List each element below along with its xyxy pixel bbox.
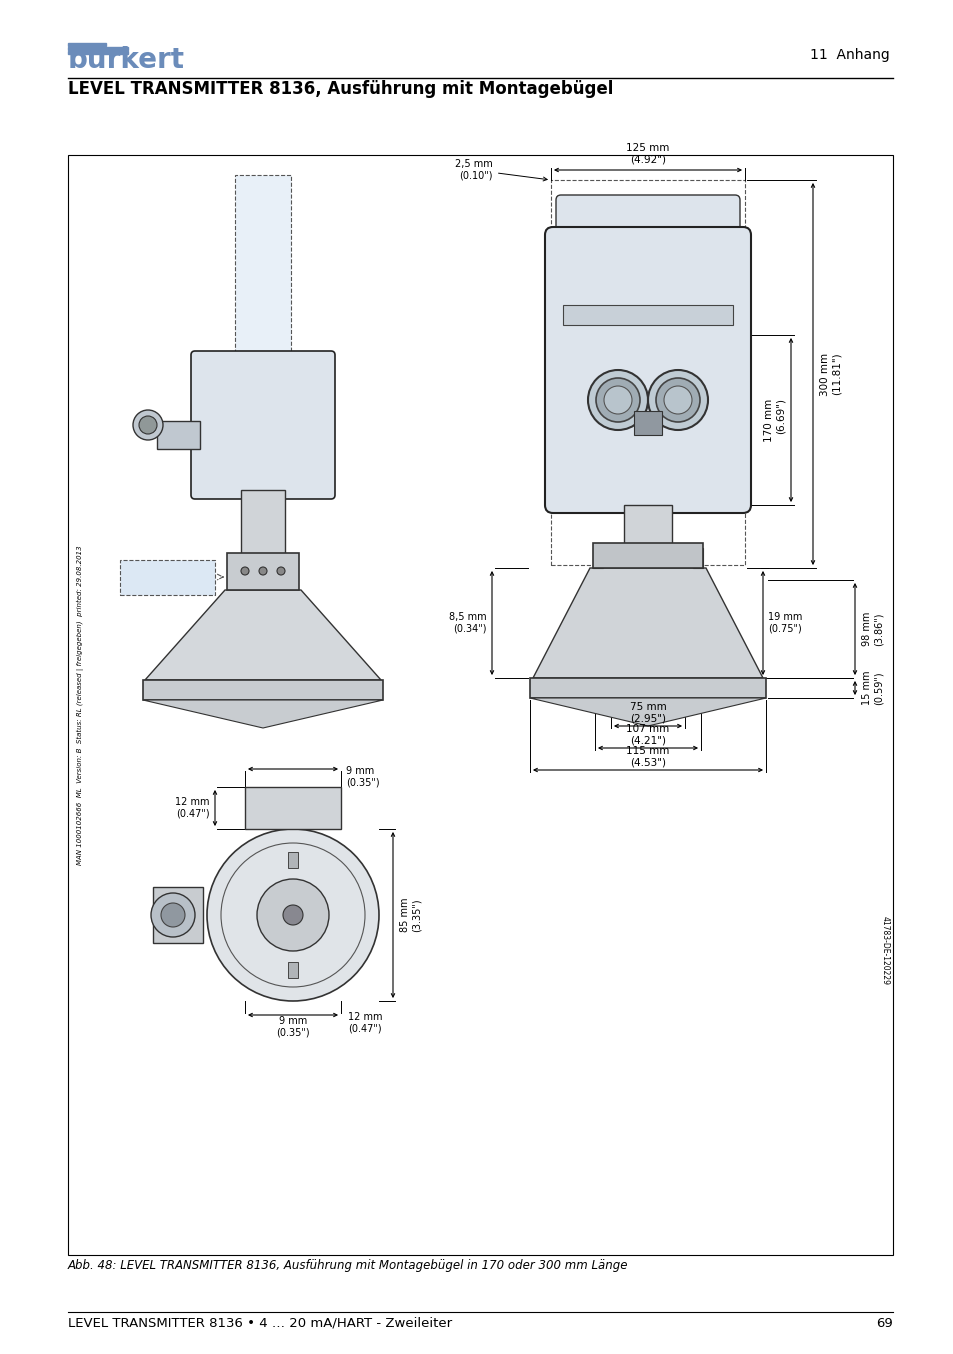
Text: LEVEL TRANSMITTER 8136 • 4 … 20 mA/HART - Zweileiter: LEVEL TRANSMITTER 8136 • 4 … 20 mA/HART … — [68, 1317, 452, 1330]
Text: 115 mm
(4.53"): 115 mm (4.53") — [626, 746, 669, 768]
Circle shape — [283, 904, 303, 925]
FancyBboxPatch shape — [545, 328, 749, 512]
Text: 12 mm
(0.47"): 12 mm (0.47") — [175, 798, 210, 819]
Circle shape — [647, 370, 707, 431]
Bar — [143, 680, 382, 700]
Bar — [530, 678, 765, 699]
Text: 69: 69 — [876, 1317, 892, 1330]
Circle shape — [207, 829, 378, 1001]
Text: 8,5 mm
(0.34"): 8,5 mm (0.34") — [449, 612, 486, 634]
Bar — [68, 47, 128, 50]
Bar — [288, 961, 297, 978]
Polygon shape — [530, 699, 765, 726]
Bar — [623, 505, 671, 548]
Text: 12 mm
(0.47"): 12 mm (0.47") — [348, 1013, 382, 1034]
Bar — [551, 180, 744, 565]
Polygon shape — [533, 567, 762, 678]
FancyBboxPatch shape — [544, 227, 750, 513]
Text: 85 mm
(3.35"): 85 mm (3.35") — [399, 898, 421, 933]
Circle shape — [161, 903, 185, 927]
Bar — [152, 887, 203, 942]
Bar — [157, 421, 200, 450]
Circle shape — [241, 567, 249, 575]
Text: 125 mm
(4.92"): 125 mm (4.92") — [626, 144, 669, 165]
Polygon shape — [143, 700, 382, 728]
Circle shape — [587, 370, 647, 431]
Text: 300 mm
(11.81"): 300 mm (11.81") — [820, 352, 841, 395]
Circle shape — [151, 894, 194, 937]
Bar — [288, 852, 297, 868]
Text: LEVEL TRANSMITTER 8136, Ausführung mit Montagebügel: LEVEL TRANSMITTER 8136, Ausführung mit M… — [68, 80, 613, 97]
Text: 170 mm
(6.69"): 170 mm (6.69") — [763, 398, 785, 441]
Bar — [692, 548, 702, 567]
Text: 98 mm
(3.86"): 98 mm (3.86") — [862, 612, 882, 646]
Text: 11  Anhang: 11 Anhang — [809, 47, 889, 62]
Bar — [120, 561, 214, 594]
Circle shape — [132, 410, 163, 440]
Bar — [234, 175, 291, 360]
Bar — [634, 412, 661, 435]
Circle shape — [603, 386, 631, 414]
Text: 107 mm
(4.21"): 107 mm (4.21") — [626, 724, 669, 746]
Text: 41783-DE-120229: 41783-DE-120229 — [880, 915, 888, 984]
Text: 9 mm
(0.35"): 9 mm (0.35") — [276, 1017, 310, 1037]
FancyBboxPatch shape — [191, 351, 335, 500]
FancyBboxPatch shape — [556, 195, 740, 340]
Bar — [68, 51, 128, 54]
Circle shape — [258, 567, 267, 575]
Text: 9 mm
(0.35"): 9 mm (0.35") — [346, 766, 379, 788]
Bar — [68, 154, 892, 1255]
Circle shape — [276, 567, 285, 575]
Text: 2,5 mm
(0.10"): 2,5 mm (0.10") — [455, 160, 547, 181]
Circle shape — [663, 386, 691, 414]
Bar — [139, 414, 157, 435]
Text: 19 mm
(0.75"): 19 mm (0.75") — [767, 612, 801, 634]
Circle shape — [139, 416, 157, 435]
Text: 75 mm
(2.95"): 75 mm (2.95") — [629, 703, 666, 724]
Circle shape — [256, 879, 329, 951]
Bar — [68, 43, 106, 46]
Circle shape — [656, 378, 700, 422]
Bar — [562, 305, 732, 325]
Circle shape — [596, 378, 639, 422]
Bar — [593, 548, 602, 567]
Text: MAN 1000102666  ML  Version: B  Status: RL (released | freigegeben)  printed: 29: MAN 1000102666 ML Version: B Status: RL … — [76, 546, 84, 865]
Bar — [241, 490, 285, 561]
Text: Abb. 48: LEVEL TRANSMITTER 8136, Ausführung mit Montagebügel in 170 oder 300 mm : Abb. 48: LEVEL TRANSMITTER 8136, Ausführ… — [68, 1259, 628, 1271]
Text: bürkert: bürkert — [68, 46, 185, 74]
Text: 15 mm
(0.59"): 15 mm (0.59") — [862, 670, 882, 705]
Polygon shape — [145, 590, 380, 680]
Bar — [593, 543, 702, 567]
Bar — [245, 787, 340, 829]
Bar — [227, 552, 298, 590]
